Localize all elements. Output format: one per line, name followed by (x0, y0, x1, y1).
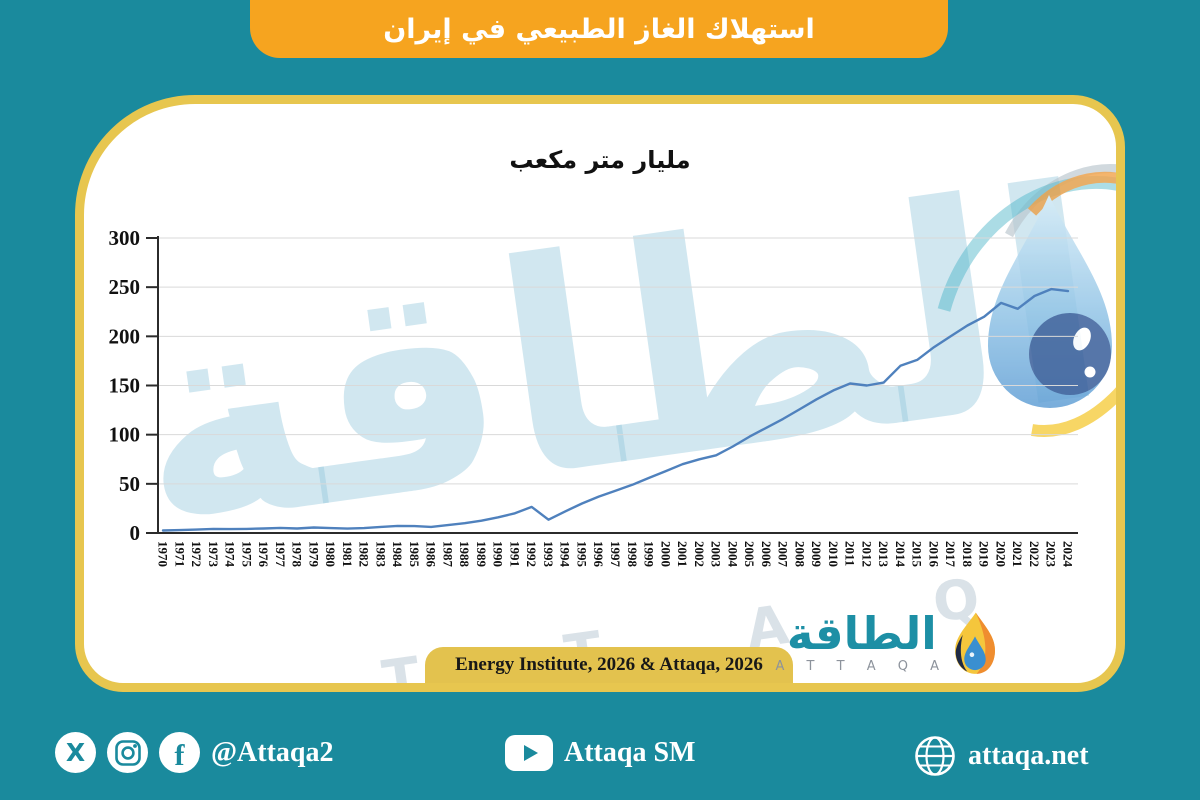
svg-text:2010: 2010 (826, 541, 841, 567)
svg-text:150: 150 (109, 374, 141, 398)
footer-handle[interactable]: @Attaqa2 (211, 736, 334, 768)
globe-icon[interactable] (913, 734, 957, 778)
svg-text:2007: 2007 (776, 541, 791, 568)
footer-site-label[interactable]: attaqa.net (968, 740, 1089, 771)
svg-text:1998: 1998 (625, 541, 640, 568)
svg-text:2015: 2015 (910, 541, 925, 568)
svg-text:1976: 1976 (256, 541, 271, 568)
svg-text:2002: 2002 (692, 541, 707, 567)
attaqa-logo: الطاقة A T T A Q A (776, 611, 998, 677)
svg-text:1997: 1997 (608, 541, 623, 568)
svg-text:1993: 1993 (541, 541, 556, 568)
svg-text:2008: 2008 (792, 541, 807, 568)
svg-text:2005: 2005 (742, 541, 757, 568)
svg-text:1991: 1991 (507, 541, 522, 567)
svg-text:2014: 2014 (893, 541, 908, 568)
svg-text:1973: 1973 (206, 541, 221, 568)
svg-text:100: 100 (109, 423, 141, 447)
social-footer: X f @Attaqa2 Attaqa SM (0, 710, 1200, 800)
svg-text:1971: 1971 (172, 541, 187, 567)
svg-text:2004: 2004 (725, 541, 740, 568)
svg-text:2006: 2006 (759, 541, 774, 568)
chart-card: الطاقة A T T A Q A مليار متر مكعب (75, 95, 1125, 692)
attaqa-drop-logo-large-icon (937, 164, 1116, 437)
svg-text:2018: 2018 (960, 541, 975, 568)
youtube-icon[interactable] (505, 735, 553, 771)
svg-text:2019: 2019 (977, 541, 992, 568)
svg-text:300: 300 (109, 226, 141, 250)
chart-title: مليار متر مكعب (509, 146, 691, 174)
svg-text:1985: 1985 (407, 541, 422, 568)
svg-text:1986: 1986 (424, 541, 439, 568)
svg-text:1981: 1981 (340, 541, 355, 567)
svg-text:2013: 2013 (876, 541, 891, 568)
svg-text:2017: 2017 (943, 541, 958, 568)
svg-text:2023: 2023 (1044, 541, 1059, 568)
svg-text:1975: 1975 (239, 541, 254, 568)
svg-text:1988: 1988 (457, 541, 472, 568)
svg-text:1977: 1977 (273, 541, 288, 568)
svg-text:2021: 2021 (1010, 541, 1025, 567)
title-banner: استهلاك الغاز الطبيعي في إيران (250, 0, 948, 58)
svg-text:2003: 2003 (709, 541, 724, 568)
footer-youtube[interactable]: Attaqa SM (505, 735, 695, 771)
attaqa-flame-drop-icon (955, 612, 995, 674)
svg-text:1995: 1995 (574, 541, 589, 568)
x-twitter-icon[interactable]: X (55, 732, 96, 773)
svg-text:2000: 2000 (658, 541, 673, 567)
svg-text:1978: 1978 (290, 541, 305, 568)
svg-text:0: 0 (130, 521, 141, 545)
svg-text:1996: 1996 (591, 541, 606, 568)
svg-text:1984: 1984 (390, 541, 405, 568)
svg-text:2020: 2020 (993, 541, 1008, 567)
svg-text:2011: 2011 (843, 541, 858, 566)
page-title: استهلاك الغاز الطبيعي في إيران (383, 13, 815, 45)
svg-text:2001: 2001 (675, 541, 690, 567)
svg-text:1983: 1983 (373, 541, 388, 568)
svg-text:200: 200 (109, 324, 141, 348)
svg-text:1979: 1979 (306, 541, 321, 568)
facebook-icon[interactable]: f (159, 732, 200, 773)
svg-text:1982: 1982 (357, 541, 372, 567)
svg-text:1992: 1992 (524, 541, 539, 567)
svg-text:2016: 2016 (926, 541, 941, 568)
svg-text:1980: 1980 (323, 541, 338, 567)
svg-text:1989: 1989 (474, 541, 489, 568)
svg-text:1999: 1999 (642, 541, 657, 568)
svg-text:1970: 1970 (156, 541, 171, 567)
source-text: Energy Institute, 2026 & Attaqa, 2026 (455, 654, 763, 675)
svg-text:50: 50 (119, 472, 140, 496)
svg-text:1974: 1974 (223, 541, 238, 568)
svg-text:2022: 2022 (1027, 541, 1042, 567)
svg-text:1994: 1994 (558, 541, 573, 568)
svg-text:2012: 2012 (859, 541, 874, 567)
svg-text:1990: 1990 (491, 541, 506, 567)
instagram-icon[interactable] (107, 732, 148, 773)
source-bar: Energy Institute, 2026 & Attaqa, 2026 (425, 647, 793, 683)
svg-text:2009: 2009 (809, 541, 824, 568)
footer-website[interactable]: attaqa.net (913, 734, 1089, 778)
svg-text:1987: 1987 (440, 541, 455, 568)
svg-text:1972: 1972 (189, 541, 204, 567)
attaqa-logo-latin: A T T A Q A (775, 659, 948, 674)
svg-text:250: 250 (109, 275, 141, 299)
footer-youtube-label[interactable]: Attaqa SM (564, 737, 696, 768)
attaqa-logo-arabic: الطاقة (786, 607, 937, 660)
svg-text:2024: 2024 (1061, 541, 1076, 568)
footer-social-handles[interactable]: X f @Attaqa2 (55, 732, 334, 773)
